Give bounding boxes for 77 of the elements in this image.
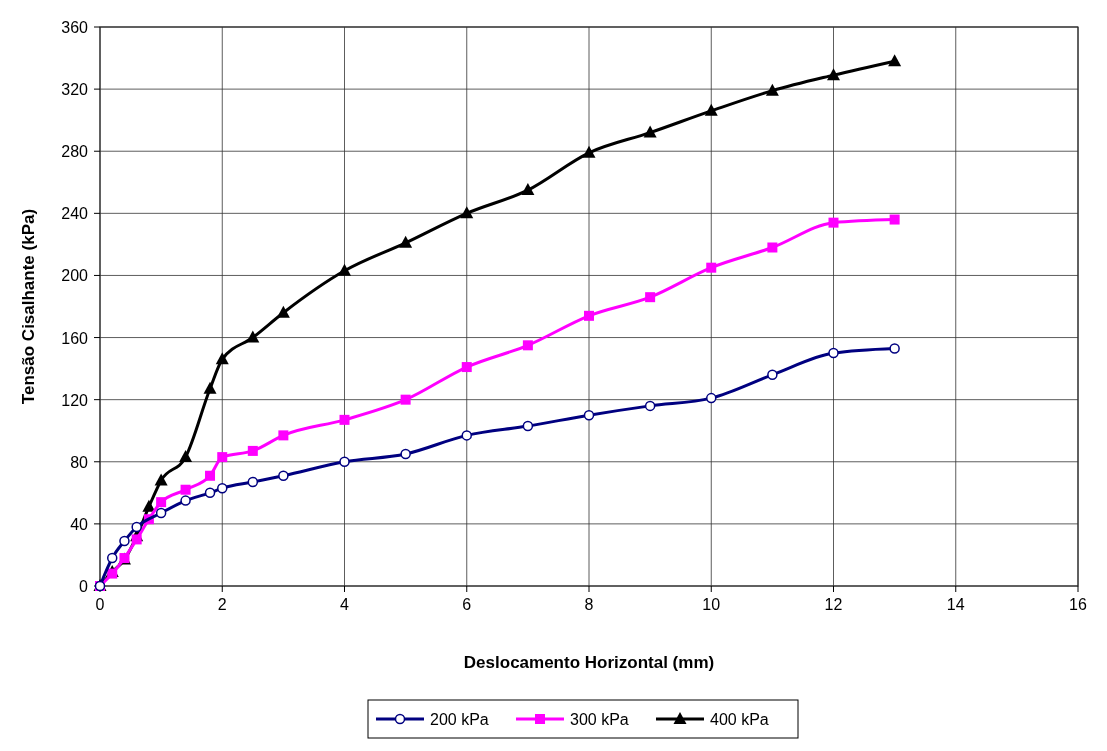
point [203,381,217,394]
point [582,145,596,158]
point [180,484,191,495]
point [142,499,156,512]
point [217,482,228,494]
y-axis-title: Tensão Cisalhante (kPa) [19,208,38,405]
point [765,83,779,96]
x-tick-label: 4 [340,596,350,613]
point [217,452,228,463]
x-tick-label: 14 [946,596,965,613]
point [399,235,413,248]
point [246,330,260,343]
point [400,394,411,405]
y-tick-label: 120 [61,391,89,409]
point [828,347,839,359]
y-tick-label: 360 [61,19,89,36]
point [204,487,216,499]
point [461,430,472,441]
y-tick-label: 200 [61,267,89,285]
point [400,448,411,460]
point [584,310,594,321]
point [154,473,168,486]
point [644,400,656,412]
point [339,456,350,468]
x-tick-label: 8 [584,596,594,613]
point [155,507,167,519]
point [179,450,193,463]
point [706,262,717,273]
y-tick-label: 320 [61,81,89,99]
point [767,242,778,253]
y-tick-label: 80 [70,453,89,471]
point [215,352,229,365]
point [706,392,717,404]
y-tick-label: 280 [61,143,89,161]
x-tick-label: 6 [462,596,472,613]
point [131,534,142,545]
point [278,470,289,481]
x-tick-label: 12 [824,596,843,613]
x-tick-label: 16 [1069,596,1087,613]
point [339,414,350,425]
x-tick-label: 10 [702,596,721,613]
y-tick-label: 0 [79,578,89,595]
point [278,430,289,441]
point [461,362,472,373]
legend-label: 400 kPa [710,711,769,728]
point [645,292,656,303]
point [247,476,259,488]
point [276,305,290,318]
point [119,535,130,547]
point [827,68,840,81]
legend-label: 300 kPa [570,711,629,728]
point [583,409,595,421]
x-tick-label: 0 [95,596,105,613]
y-tick-label: 160 [61,329,89,347]
point [522,420,534,432]
legend-label: 200 kPa [430,711,489,728]
point [247,445,258,456]
point [131,521,142,533]
point [106,552,118,564]
point [889,343,900,354]
point [704,103,718,116]
point [521,183,535,196]
point [522,340,533,351]
point [643,125,657,138]
point [338,263,351,276]
y-tick-label: 240 [61,205,89,223]
point [889,214,900,225]
y-tick-label: 40 [70,515,89,533]
point [767,369,778,381]
point [205,470,216,481]
point [156,497,167,508]
x-tick-label: 2 [217,596,227,613]
x-axis-title: Deslocamento Horizontal (mm) [463,653,715,672]
point [460,206,474,219]
point [888,54,902,67]
point [828,217,839,228]
point [180,495,191,506]
